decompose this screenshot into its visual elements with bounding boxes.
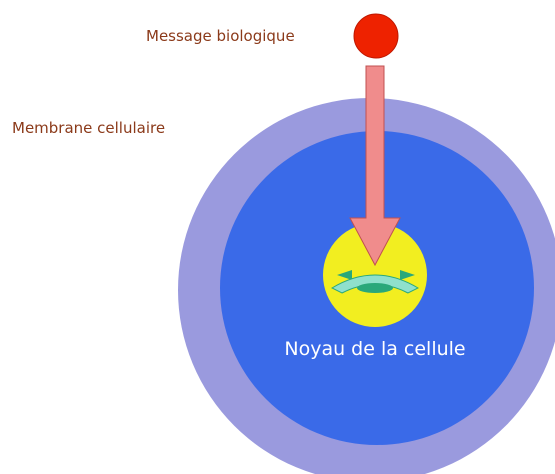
nucleus-label: Noyau de la cellule: [284, 338, 465, 360]
message-label: Message biologique: [146, 27, 295, 45]
message-circle: [354, 14, 398, 58]
receptor-core: [357, 283, 393, 293]
diagram: Message biologique Membrane cellulaire N…: [0, 0, 555, 474]
membrane-label: Membrane cellulaire: [12, 119, 165, 137]
